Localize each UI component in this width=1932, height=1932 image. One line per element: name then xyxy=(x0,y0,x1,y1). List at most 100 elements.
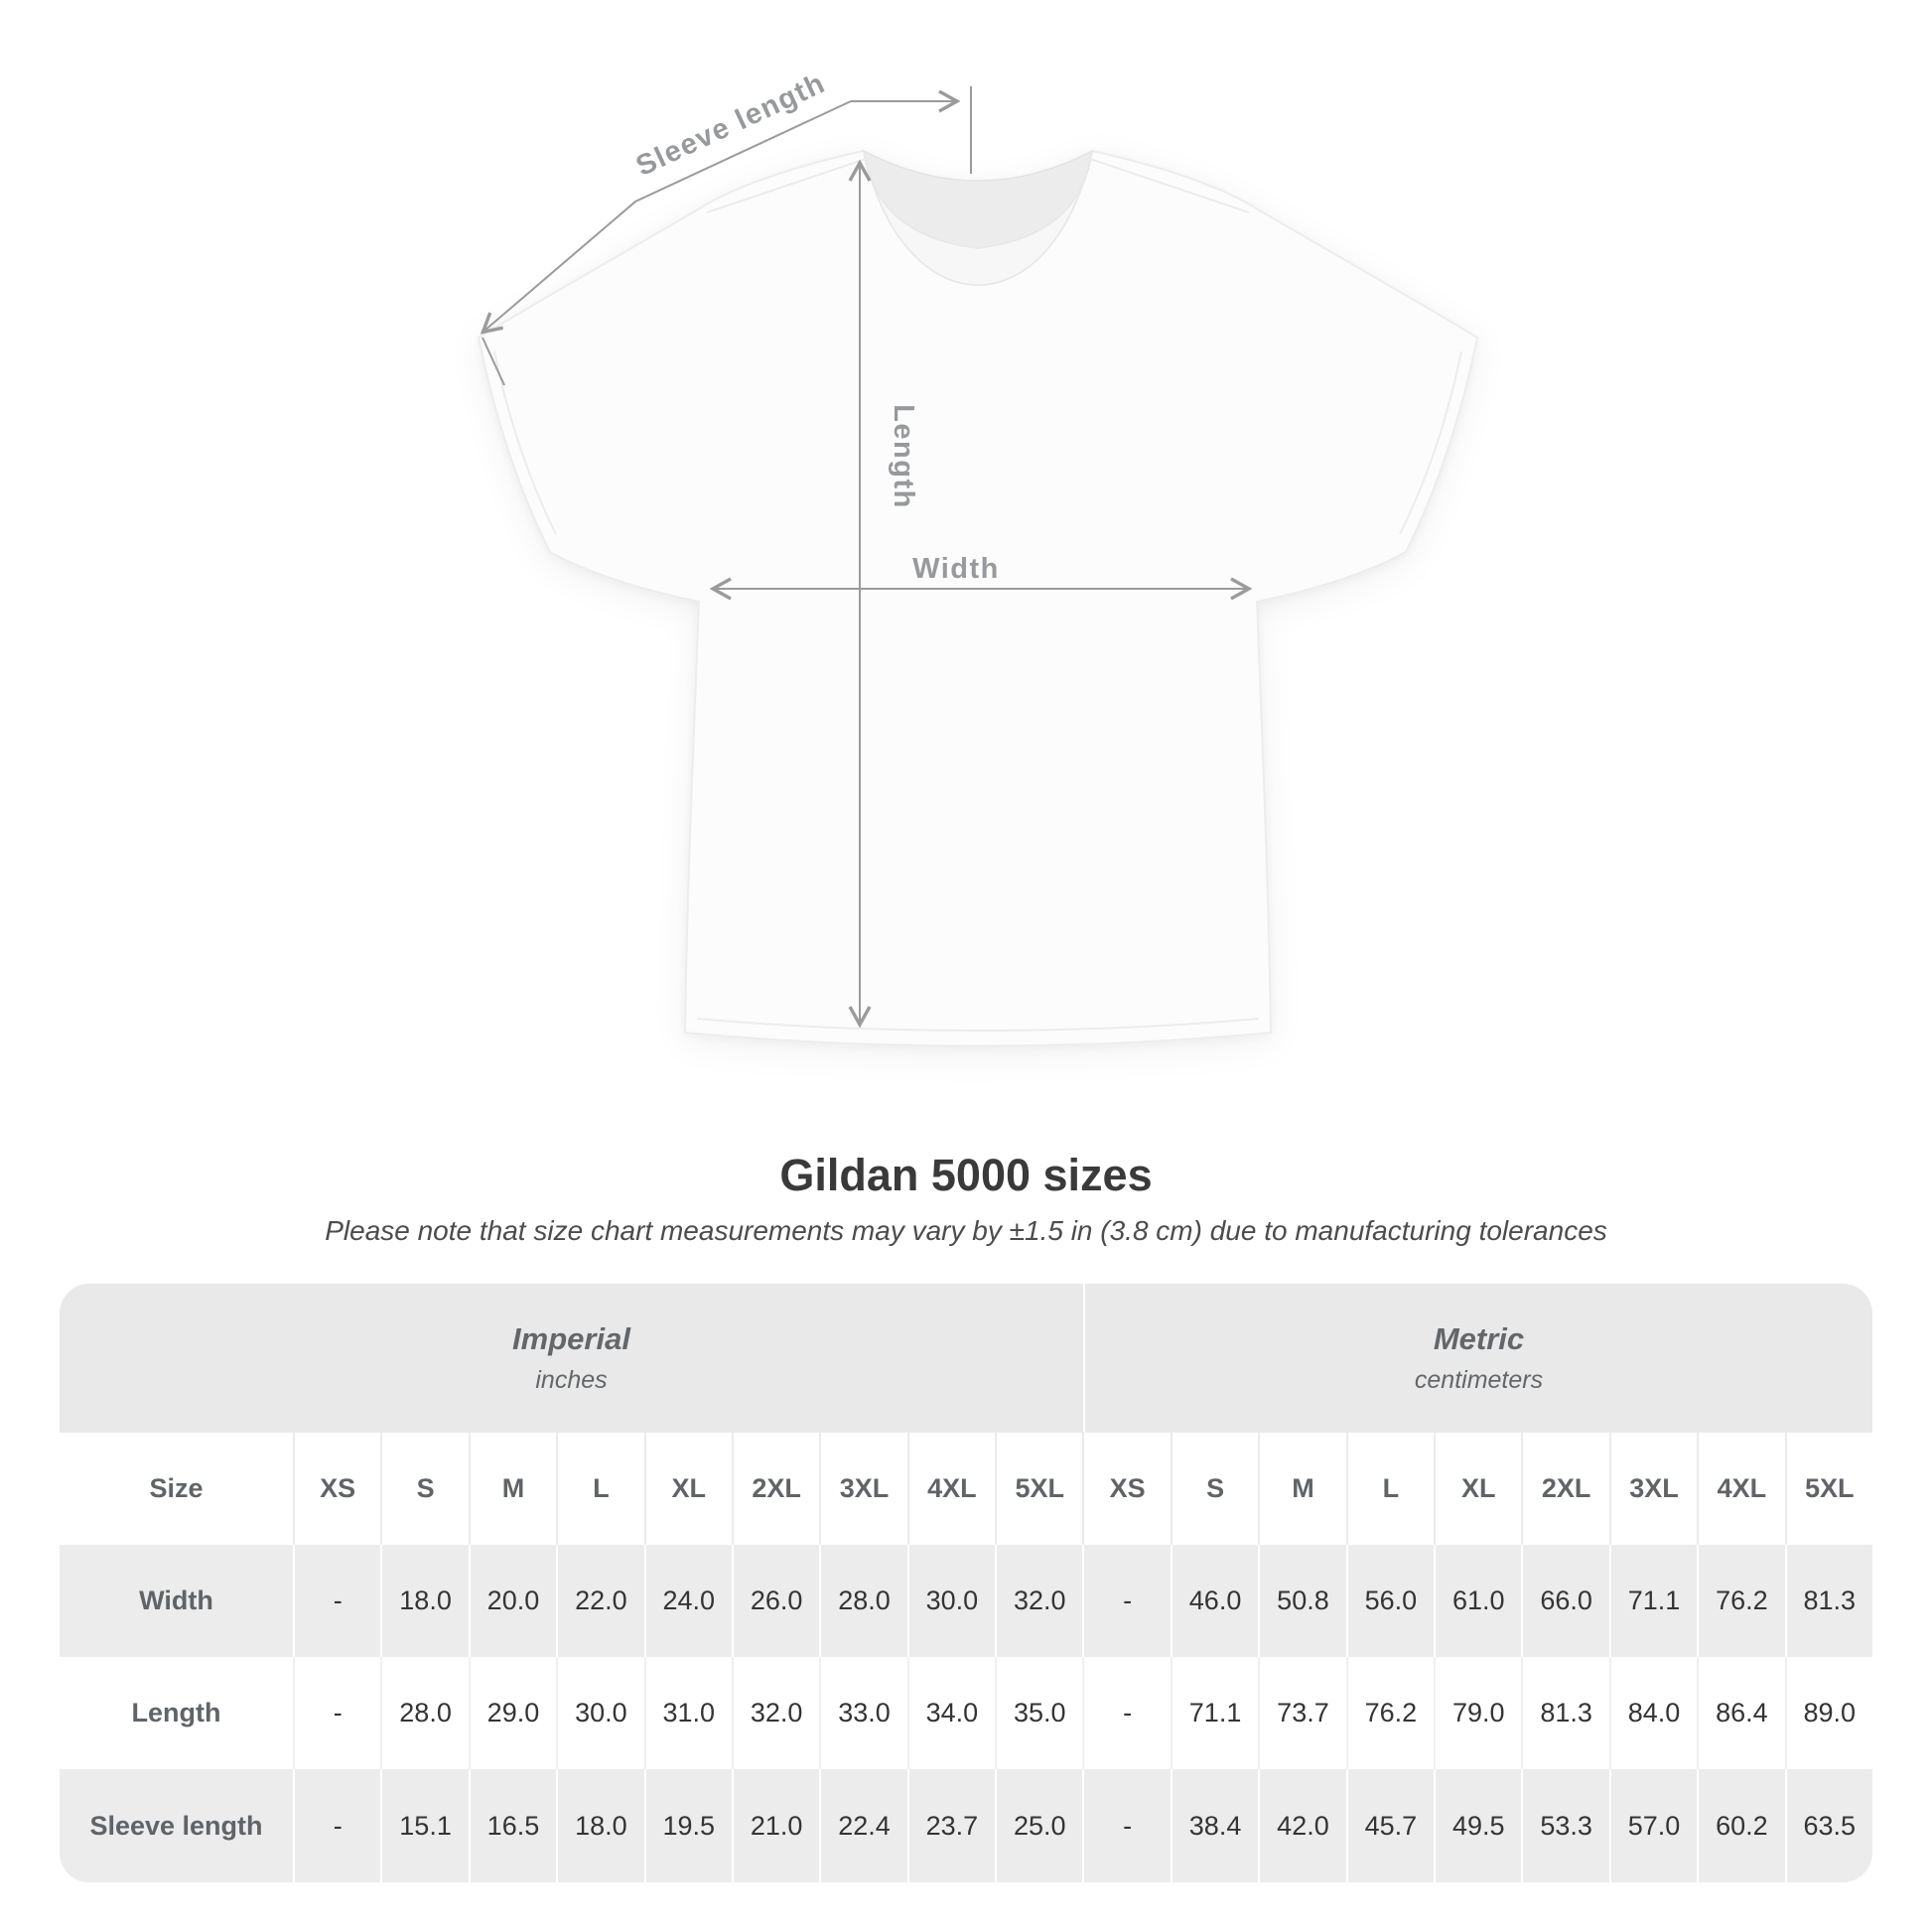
col-header: XS xyxy=(1082,1433,1170,1545)
table-cell: 22.4 xyxy=(819,1769,906,1882)
table-cell: - xyxy=(293,1769,380,1882)
metric-subtitle: centimeters xyxy=(1414,1366,1544,1394)
table-cell: 76.2 xyxy=(1345,1657,1434,1769)
table-cell: 73.7 xyxy=(1258,1657,1345,1769)
table-row-length: Length - 28.0 29.0 30.0 31.0 32.0 33.0 3… xyxy=(60,1657,1872,1769)
table-cell: 71.1 xyxy=(1170,1657,1258,1769)
table-cell: 30.0 xyxy=(556,1657,643,1769)
tshirt-hem-seam xyxy=(696,1018,1260,1032)
page-subtitle: Please note that size chart measurements… xyxy=(325,1215,1607,1246)
table-cell: 28.0 xyxy=(380,1657,468,1769)
table-cell: 53.3 xyxy=(1521,1769,1608,1882)
table-cell: 81.3 xyxy=(1784,1545,1872,1657)
row-label: Sleeve length xyxy=(89,1810,263,1841)
col-header: 3XL xyxy=(1608,1433,1697,1545)
table-cell: - xyxy=(293,1545,380,1657)
length-label: Length xyxy=(888,404,919,509)
col-header: 2XL xyxy=(1521,1433,1608,1545)
table-cell: - xyxy=(1082,1657,1170,1769)
col-header: L xyxy=(1345,1433,1434,1545)
col-header: 5XL xyxy=(995,1433,1082,1545)
row-label: Width xyxy=(139,1586,213,1615)
col-header: XL xyxy=(643,1433,732,1545)
table-cell: 25.0 xyxy=(995,1769,1082,1882)
table-cell: 18.0 xyxy=(380,1545,468,1657)
table-cell: 28.0 xyxy=(819,1545,906,1657)
table-cell: 50.8 xyxy=(1258,1545,1345,1657)
width-label: Width xyxy=(912,553,1000,585)
size-header: Size xyxy=(149,1473,204,1503)
table-cell: 23.7 xyxy=(906,1769,995,1882)
imperial-subtitle: inches xyxy=(535,1366,608,1394)
imperial-title: Imperial xyxy=(512,1321,630,1356)
col-header: 2XL xyxy=(731,1433,819,1545)
table-cell: 81.3 xyxy=(1521,1657,1608,1769)
table-cell: 21.0 xyxy=(731,1769,819,1882)
tshirt-right-shoulder-seam xyxy=(1089,158,1250,213)
table-cell: 24.0 xyxy=(643,1545,732,1657)
page-title: Gildan 5000 sizes xyxy=(779,1150,1153,1200)
table-cell: 16.5 xyxy=(468,1769,556,1882)
table-cell: 31.0 xyxy=(643,1657,732,1769)
table-cell: 45.7 xyxy=(1345,1769,1434,1882)
tshirt-collar-band xyxy=(863,150,1093,286)
metric-title: Metric xyxy=(1433,1321,1525,1356)
table-cell: 30.0 xyxy=(906,1545,995,1657)
col-header: M xyxy=(468,1433,556,1545)
table-cell: 76.2 xyxy=(1697,1545,1784,1657)
table-cell: 57.0 xyxy=(1608,1769,1697,1882)
col-header: XL xyxy=(1434,1433,1521,1545)
table-row-width: Width - 18.0 20.0 22.0 24.0 26.0 28.0 30… xyxy=(60,1545,1872,1657)
size-header-row: Size XS S M L XL 2XL 3XL 4XL 5XL XS S M … xyxy=(60,1433,1872,1545)
table-cell: - xyxy=(1082,1769,1170,1882)
table-cell: - xyxy=(1082,1545,1170,1657)
col-header: M xyxy=(1258,1433,1345,1545)
table-cell: 84.0 xyxy=(1608,1657,1697,1769)
tshirt-right-sleeve-seam xyxy=(1399,350,1462,535)
table-cell: 79.0 xyxy=(1434,1657,1521,1769)
table-cell: 35.0 xyxy=(995,1657,1082,1769)
col-header: XS xyxy=(293,1433,380,1545)
table-cell: 19.5 xyxy=(643,1769,732,1882)
table-cell: 60.2 xyxy=(1697,1769,1784,1882)
table-cell: 26.0 xyxy=(731,1545,819,1657)
table-cell: 49.5 xyxy=(1434,1769,1521,1882)
table-row-sleeve-length: Sleeve length - 15.1 16.5 18.0 19.5 21.0… xyxy=(60,1769,1872,1882)
table-cell: 18.0 xyxy=(556,1769,643,1882)
table-cell: 66.0 xyxy=(1521,1545,1608,1657)
col-header: L xyxy=(556,1433,643,1545)
table-cell: 61.0 xyxy=(1434,1545,1521,1657)
row-label: Length xyxy=(131,1698,221,1727)
size-table: Imperial inches Metric centimeters Size … xyxy=(60,1284,1872,1882)
unit-group-band: Imperial inches Metric centimeters xyxy=(60,1284,1872,1433)
table-cell: 46.0 xyxy=(1170,1545,1258,1657)
table-cell: 22.0 xyxy=(556,1545,643,1657)
sleeve-length-arrow xyxy=(483,86,972,386)
table-cell: 29.0 xyxy=(468,1657,556,1769)
tshirt-measurement-diagram: Sleeve length Length Width xyxy=(477,68,1479,1047)
table-cell: 86.4 xyxy=(1697,1657,1784,1769)
col-header: S xyxy=(1170,1433,1258,1545)
table-cell: 63.5 xyxy=(1784,1769,1872,1882)
table-cell: 38.4 xyxy=(1170,1769,1258,1882)
col-header: 4XL xyxy=(1697,1433,1784,1545)
table-cell: 32.0 xyxy=(995,1545,1082,1657)
tshirt-graphic xyxy=(477,149,1479,1047)
table-cell: 33.0 xyxy=(819,1657,906,1769)
col-header: S xyxy=(380,1433,468,1545)
table-cell: 32.0 xyxy=(731,1657,819,1769)
unit-group-metric: Metric centimeters xyxy=(1083,1284,1872,1433)
col-header: 4XL xyxy=(906,1433,995,1545)
table-cell: 71.1 xyxy=(1608,1545,1697,1657)
table-cell: 42.0 xyxy=(1258,1769,1345,1882)
table-cell: 56.0 xyxy=(1345,1545,1434,1657)
unit-group-imperial: Imperial inches xyxy=(60,1284,1083,1433)
col-header: 5XL xyxy=(1784,1433,1872,1545)
table-cell: 15.1 xyxy=(380,1769,468,1882)
table-cell: 20.0 xyxy=(468,1545,556,1657)
col-header: 3XL xyxy=(819,1433,906,1545)
table-cell: 89.0 xyxy=(1784,1657,1872,1769)
tshirt-left-shoulder-seam xyxy=(706,158,867,213)
table-cell: 34.0 xyxy=(906,1657,995,1769)
